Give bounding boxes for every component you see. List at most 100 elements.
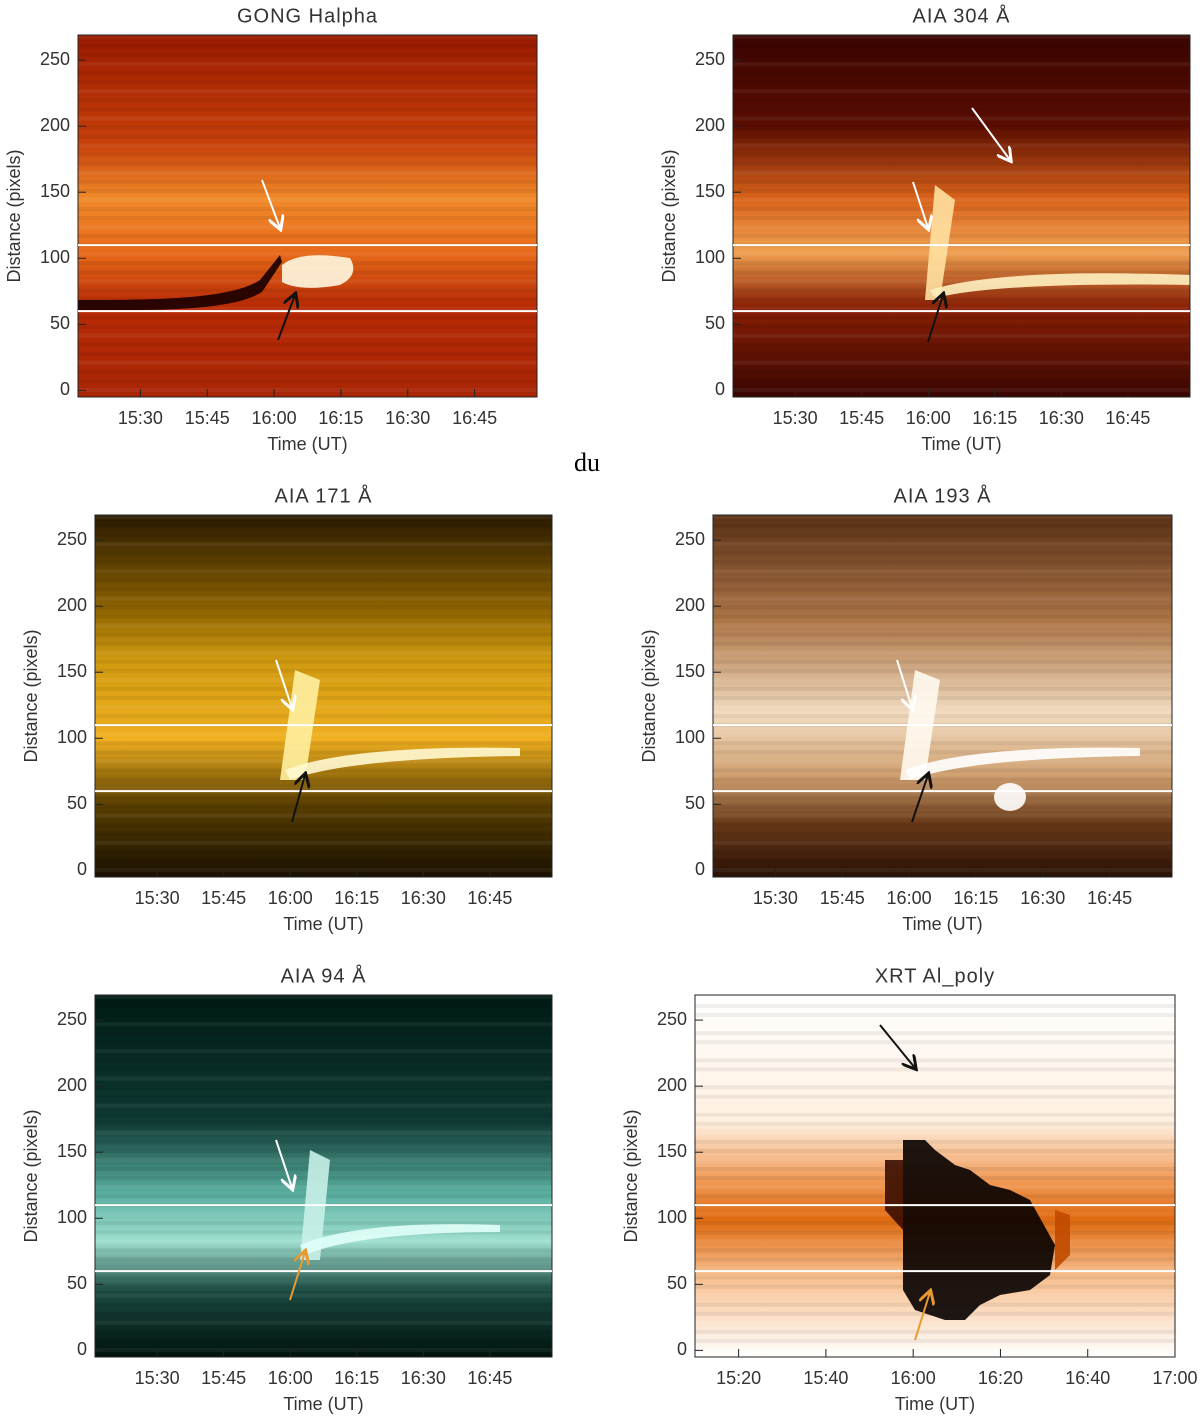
x-tick-label: 17:00 [1152,1368,1197,1388]
texture-band [95,813,552,818]
texture-band [713,533,1172,538]
texture-band [78,170,537,175]
y-tick-label: 250 [657,1009,687,1029]
texture-band [78,369,537,374]
texture-band [95,849,552,854]
texture-band [733,324,1190,329]
texture-band [95,1148,552,1153]
arrow [289,1252,305,1301]
texture-band [95,804,552,809]
texture-band [713,858,1172,863]
x-tick-label: 15:40 [803,1368,848,1388]
texture-band [733,143,1190,148]
texture-band [713,596,1172,601]
texture-band [78,62,537,67]
y-tick-label: 0 [695,859,705,879]
x-tick-label: 16:00 [268,888,313,908]
x-tick-label: 15:45 [201,888,246,908]
texture-band [733,225,1190,230]
x-tick-label: 16:30 [401,888,446,908]
texture-band [695,1338,1175,1343]
feature [285,747,520,780]
texture-band [695,1049,1175,1054]
feature [905,747,1140,780]
texture-band [78,315,537,320]
texture-band [713,786,1172,791]
texture-band [733,351,1190,356]
texture-band [95,524,552,529]
heatmap-background [733,35,1190,397]
texture-band [95,705,552,710]
texture-band [713,623,1172,628]
texture-band [95,1275,552,1280]
arrow [261,179,280,228]
texture-band [733,333,1190,338]
texture-band [78,161,537,166]
texture-band [713,632,1172,637]
texture-band [78,360,537,365]
plot-frame [94,514,553,878]
texture-band [733,152,1190,157]
arrow [277,295,295,341]
texture-band [713,795,1172,800]
texture-band [95,1311,552,1316]
feature [925,185,955,300]
texture-band [695,1067,1175,1072]
x-tick-label: 16:45 [452,408,497,428]
plot-frame [694,994,1176,1358]
y-tick-label: 0 [77,1339,87,1359]
y-tick-label: 0 [60,379,70,399]
texture-band [733,35,1190,39]
x-tick-label: 15:30 [135,888,180,908]
texture-band [695,1013,1175,1018]
x-tick-label: 16:15 [334,1368,379,1388]
y-tick-label: 100 [657,1207,687,1227]
x-tick-label: 16:30 [1039,408,1084,428]
texture-band [78,152,537,157]
arrow [896,659,912,708]
texture-band [95,1257,552,1262]
texture-band [733,161,1190,166]
texture-band [733,342,1190,347]
feature [78,255,282,311]
texture-band [95,822,552,827]
texture-band [713,813,1172,818]
texture-band [733,234,1190,239]
arrow [275,1139,292,1188]
heatmap-image [695,995,1175,1357]
y-tick-label: 50 [705,313,725,333]
texture-band [95,1139,552,1144]
texture-band [695,1022,1175,1027]
x-tick-label: 16:20 [978,1368,1023,1388]
texture-band [95,533,552,538]
texture-band [695,1139,1175,1144]
y-tick-label: 150 [675,661,705,681]
y-axis-label: Distance (pixels) [621,1109,641,1242]
texture-band [78,306,537,311]
texture-band [78,288,537,293]
texture-band [95,542,552,547]
texture-band [78,216,537,220]
texture-band [95,1320,552,1325]
arrow [912,181,928,228]
feature [994,783,1026,811]
y-axis-label: Distance (pixels) [21,629,41,762]
texture-band [733,270,1190,275]
x-axis-label: Time (UT) [902,914,982,934]
texture-band [95,741,552,746]
x-tick-label: 16:00 [252,408,297,428]
chart-title: AIA 304 Å [913,4,1011,27]
texture-band [95,795,552,800]
texture-band [733,170,1190,175]
heatmap-image [95,995,552,1357]
texture-band [713,569,1172,574]
texture-band [95,1347,552,1352]
texture-band [95,1338,552,1343]
heatmap-image [733,35,1190,397]
texture-band [733,306,1190,311]
texture-band [95,641,552,646]
texture-band [713,605,1172,610]
y-tick-label: 100 [57,727,87,747]
texture-band [95,677,552,682]
